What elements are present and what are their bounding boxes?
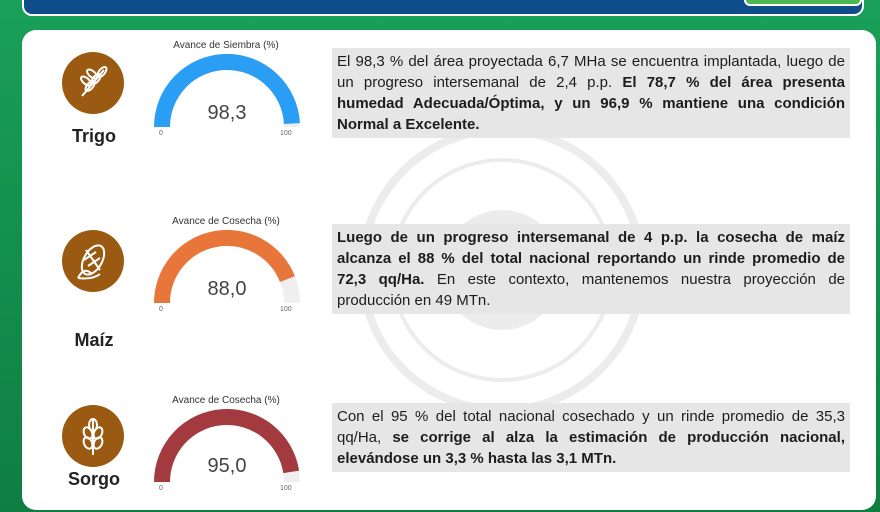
wheat-icon xyxy=(62,52,124,114)
gauge-max-label: 100 xyxy=(280,130,292,137)
corn-icon xyxy=(62,230,124,292)
gauge-title: Avance de Cosecha (%) xyxy=(172,216,280,227)
crop-row-sorgo: Sorgo Avance de Cosecha (%) 95,0 0 100 C… xyxy=(22,385,876,510)
content-card: Trigo Avance de Siembra (%) 98,3 0 100 E… xyxy=(22,30,876,510)
crop-name: Trigo xyxy=(72,126,116,146)
gauge-max-label: 100 xyxy=(280,485,292,492)
progress-gauge xyxy=(154,409,300,483)
crop-description: Con el 95 % del total nacional cosechado… xyxy=(332,403,850,472)
gauge-fill-arc xyxy=(154,230,295,304)
gauge-min-label: 0 xyxy=(159,485,163,492)
gauge-title: Avance de Siembra (%) xyxy=(173,40,279,51)
gauge-min-label: 0 xyxy=(159,130,163,137)
gauge-value: 98,3 xyxy=(207,102,247,124)
gauge-max-label: 100 xyxy=(280,306,292,313)
description-text: El 98,3 % del área proyectada 6,7 MHa se… xyxy=(337,53,845,91)
progress-gauge xyxy=(154,230,300,304)
gauge-min-label: 0 xyxy=(159,306,163,313)
crop-row-trigo: Trigo Avance de Siembra (%) 98,3 0 100 E… xyxy=(22,30,876,170)
crop-description: El 98,3 % del área proyectada 6,7 MHa se… xyxy=(332,48,850,138)
progress-gauge xyxy=(154,54,300,128)
description-text: Con el 95 % del total nacional cosechado… xyxy=(337,408,845,446)
description-bold-text: El 78,7 % del área presenta humedad Adec… xyxy=(337,74,845,133)
description-text: En este contexto, mantenemos nuestra pro… xyxy=(337,271,845,309)
gauge-fill-arc xyxy=(154,409,300,483)
header-banner xyxy=(22,0,864,16)
crop-name: Sorgo xyxy=(68,469,120,489)
description-bold-text: Luego de un progreso intersemanal de 4 p… xyxy=(337,229,845,288)
gauge-value: 88,0 xyxy=(207,278,247,300)
crop-name: Maíz xyxy=(74,330,114,350)
gauge-title: Avance de Cosecha (%) xyxy=(172,395,280,406)
crop-row-maiz: Maíz Avance de Cosecha (%) 88,0 0 100 Lu… xyxy=(22,210,876,350)
gauge-fill-arc xyxy=(154,54,300,128)
gauge-value: 95,0 xyxy=(207,455,247,477)
sorghum-icon xyxy=(62,405,124,467)
header-button[interactable] xyxy=(744,0,862,6)
crop-description: Luego de un progreso intersemanal de 4 p… xyxy=(332,224,850,314)
description-bold-text: se corrige al alza la estimación de prod… xyxy=(337,429,845,467)
